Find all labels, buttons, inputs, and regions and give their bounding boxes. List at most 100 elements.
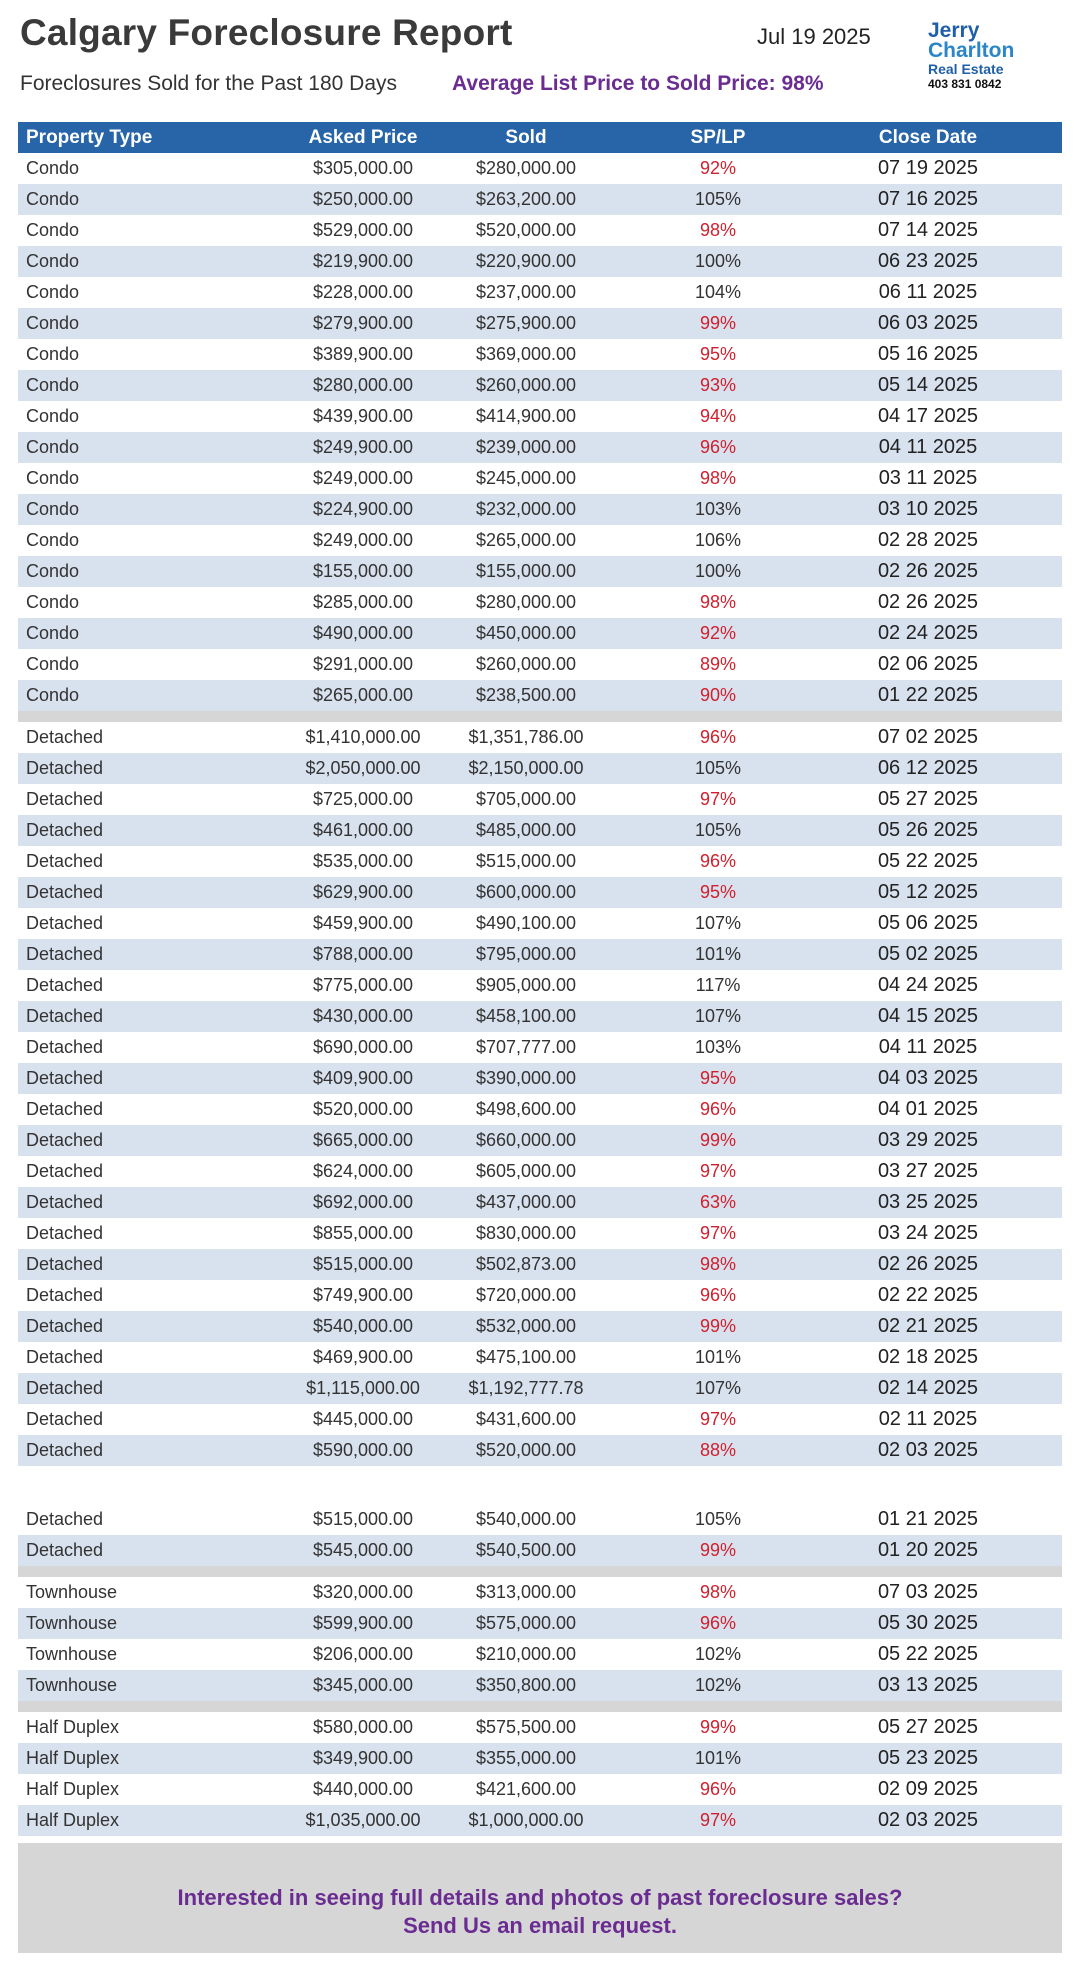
cell-asked-price: $250,000.00 — [312, 189, 414, 209]
table-row: Detached $725,000.00 $705,000.00 97% 05 27 2… — [18, 784, 1062, 815]
col-header-property-type: Property Type — [26, 126, 153, 148]
cell-sold: $280,000.00 — [475, 592, 577, 612]
cell-sold: $260,000.00 — [475, 654, 577, 674]
cell-asked-price: $345,000.00 — [312, 1675, 414, 1695]
cell-property-type: Detached — [26, 820, 104, 840]
cell-sp-lp: 95% — [699, 882, 737, 902]
cell-asked-price: $580,000.00 — [312, 1717, 414, 1737]
cell-sold: $155,000.00 — [475, 561, 577, 581]
cell-sp-lp: 96% — [699, 1099, 737, 1119]
cell-asked-price: $305,000.00 — [312, 158, 414, 178]
cell-asked-price: $285,000.00 — [312, 592, 414, 612]
cell-close-date: 04 17 2025 — [877, 405, 979, 427]
cell-asked-price: $545,000.00 — [312, 1540, 414, 1560]
cell-asked-price: $590,000.00 — [312, 1440, 414, 1460]
cell-sold: $520,000.00 — [475, 220, 577, 240]
cell-close-date: 02 28 2025 — [877, 529, 979, 551]
cell-sold: $1,000,000.00 — [468, 1810, 584, 1830]
cell-asked-price: $855,000.00 — [312, 1223, 414, 1243]
cell-property-type: Half Duplex — [26, 1810, 120, 1830]
cell-property-type: Detached — [26, 1540, 104, 1560]
cell-sold: $1,192,777.78 — [468, 1378, 584, 1398]
cell-close-date: 02 03 2025 — [877, 1809, 979, 1831]
cell-sp-lp: 93% — [699, 375, 737, 395]
cell-sold: $355,000.00 — [475, 1748, 577, 1768]
cell-sp-lp: 101% — [694, 1748, 742, 1768]
cell-sp-lp: 96% — [699, 851, 737, 871]
cell-property-type: Detached — [26, 789, 104, 809]
table-row: Condo $250,000.00 $263,200.00 105% 07 16 202… — [18, 184, 1062, 215]
cell-close-date: 02 26 2025 — [877, 560, 979, 582]
table-row: Condo $279,900.00 $275,900.00 99% 06 03 2025 — [18, 308, 1062, 339]
cell-property-type: Condo — [26, 437, 80, 457]
table-body: Condo $305,000.00 $280,000.00 92% 07 19 2025… — [18, 153, 1062, 1836]
cell-asked-price: $439,900.00 — [312, 406, 414, 426]
col-header-sold: Sold — [505, 126, 547, 148]
cell-asked-price: $280,000.00 — [312, 375, 414, 395]
table-row: Condo $219,900.00 $220,900.00 100% 06 23 202… — [18, 246, 1062, 277]
logo-line-1: Jerry — [928, 19, 980, 42]
cell-sp-lp: 98% — [699, 220, 737, 240]
cell-sp-lp: 95% — [699, 344, 737, 364]
cell-close-date: 05 27 2025 — [877, 1716, 979, 1738]
cell-sold: $707,777.00 — [475, 1037, 577, 1057]
cell-asked-price: $1,115,000.00 — [306, 1378, 420, 1398]
cell-sold: $263,200.00 — [475, 189, 577, 209]
cell-property-type: Detached — [26, 1192, 104, 1212]
cell-close-date: 05 22 2025 — [877, 1643, 979, 1665]
cell-asked-price: $469,900.00 — [312, 1347, 414, 1367]
cell-property-type: Condo — [26, 158, 80, 178]
cell-sp-lp: 105% — [694, 1509, 742, 1529]
cell-sold: $502,873.00 — [475, 1254, 577, 1274]
footer-line-1: Interested in seeing full details and ph… — [177, 1885, 903, 1910]
cell-sp-lp: 117% — [695, 975, 741, 995]
table-row: Half Duplex $580,000.00 $575,500.00 99% 05 2… — [18, 1712, 1062, 1743]
cell-sold: $540,000.00 — [475, 1509, 577, 1529]
table-row: Detached $469,900.00 $475,100.00 101% 02 18 … — [18, 1342, 1062, 1373]
cell-sp-lp: 98% — [699, 468, 737, 488]
table-row: Detached $692,000.00 $437,000.00 63% 03 25 2… — [18, 1187, 1062, 1218]
cell-close-date: 03 11 2025 — [878, 467, 978, 489]
cell-property-type: Detached — [26, 1347, 104, 1367]
average-ratio: Average List Price to Sold Price: 98% — [452, 72, 824, 95]
cell-sold: $515,000.00 — [475, 851, 577, 871]
table-row: Condo $265,000.00 $238,500.00 90% 01 22 2025 — [18, 680, 1062, 711]
cell-close-date: 02 06 2025 — [877, 653, 979, 675]
cell-asked-price: $540,000.00 — [312, 1316, 414, 1336]
cell-sold: $498,600.00 — [475, 1099, 577, 1119]
cell-close-date: 01 22 2025 — [877, 684, 979, 706]
cell-sold: $485,000.00 — [475, 820, 577, 840]
cell-property-type: Detached — [26, 1161, 104, 1181]
table-row: Detached $540,000.00 $532,000.00 99% 02 21 2… — [18, 1311, 1062, 1342]
cell-asked-price: $692,000.00 — [312, 1192, 414, 1212]
cell-asked-price: $430,000.00 — [312, 1006, 414, 1026]
col-header-sp-lp: SP/LP — [690, 126, 746, 148]
table-row: Half Duplex $349,900.00 $355,000.00 101% 05 … — [18, 1743, 1062, 1774]
cell-close-date: 04 01 2025 — [877, 1098, 979, 1120]
cell-close-date: 02 11 2025 — [878, 1408, 978, 1430]
cell-close-date: 05 30 2025 — [877, 1612, 979, 1634]
cell-close-date: 04 11 2025 — [878, 436, 978, 458]
page-title: Calgary Foreclosure Report — [20, 12, 513, 53]
cell-sp-lp: 99% — [699, 1316, 737, 1336]
cell-property-type: Detached — [26, 1223, 104, 1243]
cell-asked-price: $389,900.00 — [312, 344, 414, 364]
cell-sp-lp: 97% — [699, 1409, 737, 1429]
cell-property-type: Detached — [26, 1378, 104, 1398]
cell-property-type: Detached — [26, 944, 104, 964]
cell-sp-lp: 97% — [699, 1223, 737, 1243]
cell-sold: $431,600.00 — [475, 1409, 577, 1429]
table-row: Half Duplex $1,035,000.00 $1,000,000.00 97%… — [18, 1805, 1062, 1836]
cell-property-type: Detached — [26, 1285, 104, 1305]
cell-asked-price: $320,000.00 — [312, 1582, 414, 1602]
cell-sold: $795,000.00 — [475, 944, 577, 964]
cell-sp-lp: 94% — [699, 406, 737, 426]
cell-sold: $1,351,786.00 — [468, 727, 584, 747]
table-row: Detached $445,000.00 $431,600.00 97% 02 11 2… — [18, 1404, 1062, 1435]
table-row: Condo $529,000.00 $520,000.00 98% 07 14 2025 — [18, 215, 1062, 246]
cell-sold: $458,100.00 — [475, 1006, 577, 1026]
table-row: Detached $1,115,000.00 $1,192,777.78 107% 02… — [18, 1373, 1062, 1404]
cell-property-type: Detached — [26, 1254, 104, 1274]
cell-close-date: 06 11 2025 — [878, 281, 978, 303]
cell-sold: $414,900.00 — [475, 406, 577, 426]
